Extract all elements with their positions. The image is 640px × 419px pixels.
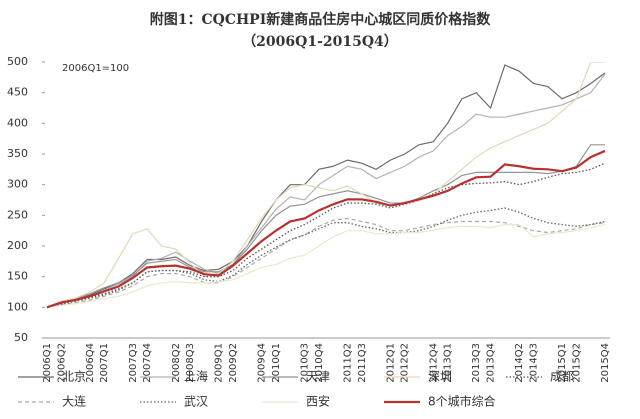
x-tick-label: 2009Q4 (257, 343, 268, 383)
x-tick-label: 2010Q1 (271, 343, 282, 383)
x-tick-label: 2014Q3 (528, 343, 539, 383)
x-tick-label: 2008Q3 (185, 343, 196, 383)
x-tick-label: 2012Q1 (385, 343, 396, 383)
x-tick-label: 2010Q3 (300, 343, 311, 383)
legend-label: 8个城市综合 (428, 394, 496, 409)
legend-label: 西安 (306, 394, 330, 409)
x-tick-label: 2006Q4 (85, 343, 96, 383)
legend-label: 深圳 (428, 370, 452, 384)
x-tick-label: 2006Q1 (42, 343, 53, 383)
x-tick-label: 2006Q2 (56, 343, 67, 383)
legend-label: 成都 (550, 370, 574, 384)
legend-label: 武汉 (184, 395, 208, 409)
x-tick-label: 2007Q1 (99, 343, 110, 383)
legend-label: 天津 (306, 370, 330, 384)
line-series (46, 149, 606, 309)
x-tick-label: 2015Q1 (557, 343, 568, 383)
y-tick-label: 450 (7, 86, 28, 99)
legend-label: 大连 (62, 394, 86, 409)
x-tick-label: 2011Q3 (357, 343, 368, 383)
annotation: 2006Q1=100 (62, 63, 129, 74)
legend-label: 上海 (184, 369, 208, 384)
x-tick-label: 2010Q4 (314, 343, 325, 383)
x-tick-label: 2013Q4 (486, 343, 497, 383)
y-tick-label: 350 (7, 147, 28, 160)
x-tick-label: 2012Q4 (428, 343, 439, 383)
x-tick-label: 2008Q2 (171, 343, 182, 383)
x-tick-label: 2012Q2 (400, 343, 411, 383)
y-tick-label: 100 (7, 300, 28, 313)
line-series (46, 217, 606, 308)
y-tick-label: 50 (14, 331, 28, 344)
y-tick-label: 500 (7, 55, 28, 68)
x-tick-label: 2011Q2 (342, 343, 353, 383)
y-tick-label: 200 (7, 239, 28, 252)
x-tick-label: 2015Q4 (600, 343, 611, 383)
line-series (46, 223, 606, 308)
line-series (46, 162, 606, 308)
x-tick-label: 2007Q4 (142, 343, 153, 383)
legend-label: 北京 (62, 370, 86, 384)
y-tick-label: 400 (7, 116, 28, 129)
line-series (46, 62, 605, 308)
line-series (46, 144, 605, 308)
chart-title: 附图1：CQCHPI新建商品住房中心城区同质价格指数 (150, 11, 492, 28)
x-tick-label: 2009Q2 (228, 343, 239, 383)
y-tick-label: 150 (7, 270, 28, 283)
x-tick-label: 2009Q1 (214, 343, 225, 383)
chart-subtitle: （2006Q1-2015Q4） (242, 34, 398, 50)
x-tick-label: 2013Q1 (443, 343, 454, 383)
y-tick-label: 250 (7, 208, 28, 221)
x-tick-label: 2007Q3 (128, 343, 139, 383)
line-series (46, 207, 606, 308)
line-series (46, 64, 606, 308)
x-tick-label: 2014Q2 (514, 343, 525, 383)
x-tick-label: 2015Q2 (571, 343, 582, 383)
x-tick-label: 2013Q3 (471, 343, 482, 383)
line-series (46, 73, 606, 308)
y-tick-label: 300 (7, 178, 28, 191)
